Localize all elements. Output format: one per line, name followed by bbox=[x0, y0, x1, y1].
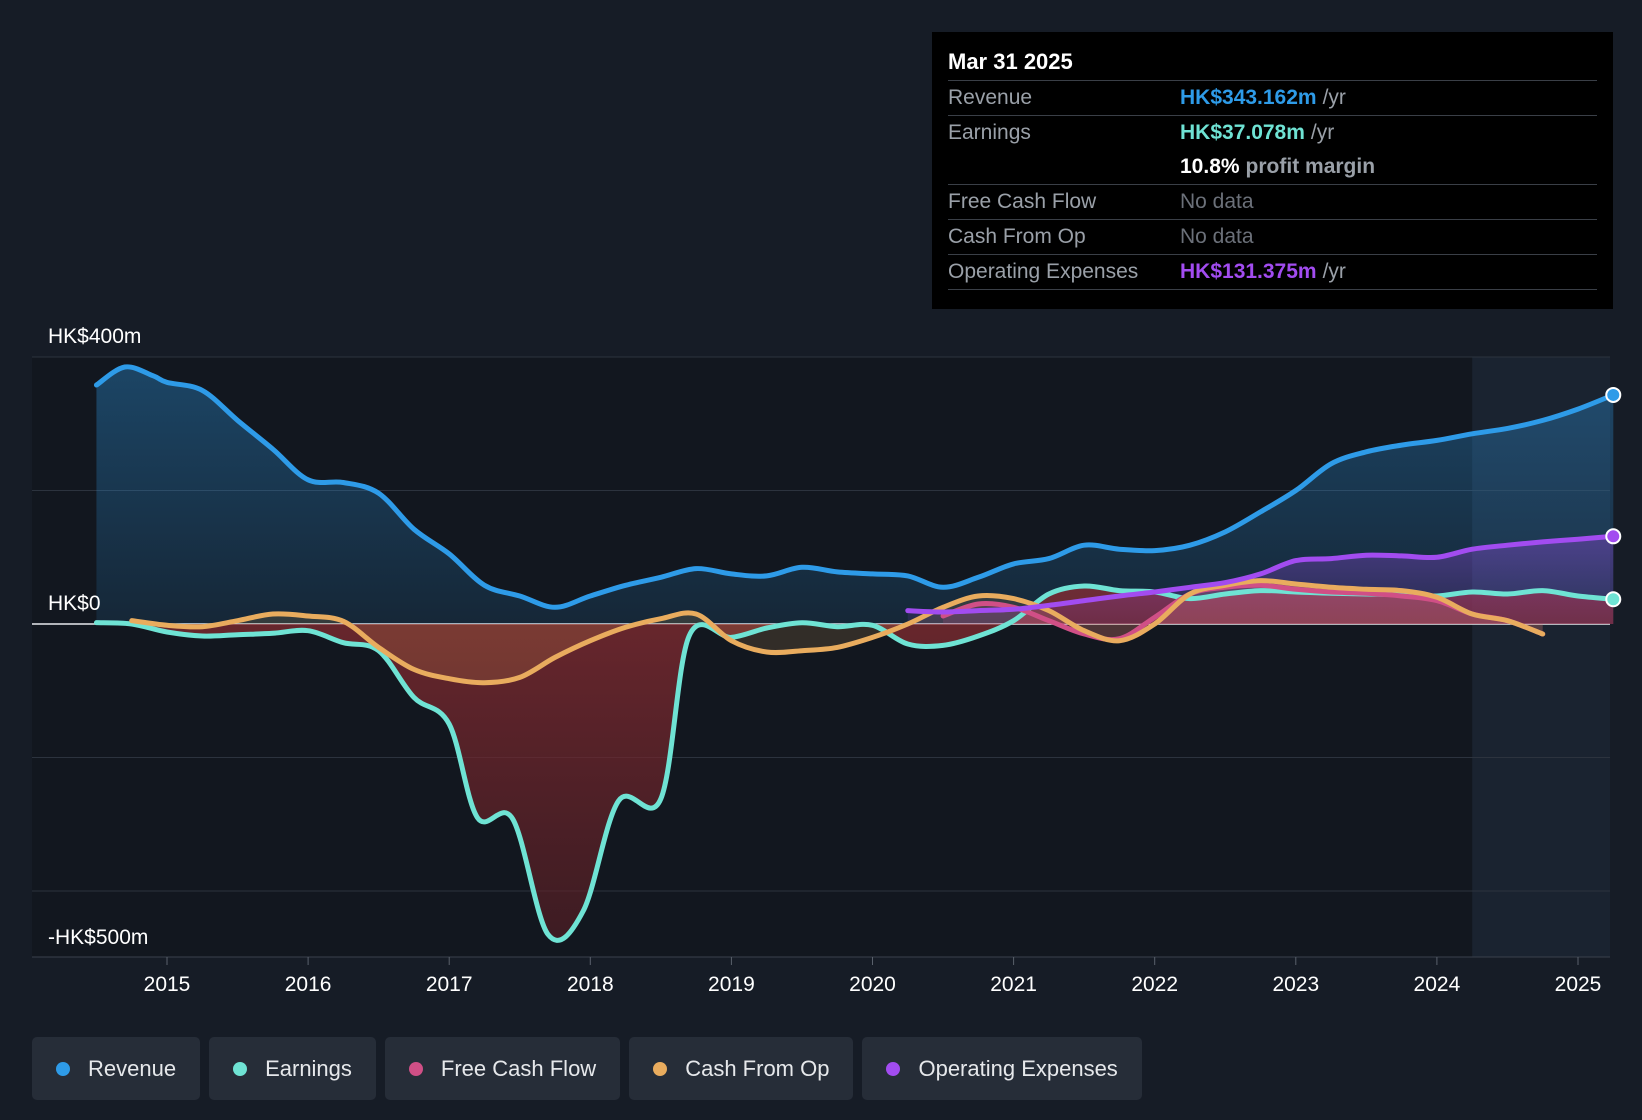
earnings-end-marker bbox=[1605, 591, 1622, 608]
earnings-dot-icon bbox=[233, 1061, 248, 1076]
y-axis-label: HK$0 bbox=[48, 592, 101, 615]
x-tick-label: 2025 bbox=[1555, 973, 1602, 996]
free-cash-flow-dot-icon bbox=[408, 1061, 423, 1076]
tooltip-value: HK$343.162m bbox=[1180, 86, 1317, 109]
profit-margin-value: 10.8% bbox=[1180, 155, 1240, 178]
x-tick-label: 2024 bbox=[1414, 973, 1461, 996]
tooltip-unit: /yr bbox=[1322, 260, 1346, 283]
legend-label: Earnings bbox=[265, 1055, 352, 1081]
legend-item-operating-expenses[interactable]: Operating Expenses bbox=[862, 1037, 1142, 1100]
x-tick-label: 2021 bbox=[990, 973, 1037, 996]
tooltip-label: Operating Expenses bbox=[948, 260, 1139, 283]
tooltip-value: HK$37.078m bbox=[1180, 121, 1305, 144]
legend-label: Free Cash Flow bbox=[440, 1055, 597, 1081]
legend-item-earnings[interactable]: Earnings bbox=[209, 1037, 376, 1100]
tooltip-value: No data bbox=[1180, 225, 1254, 248]
revenue-end-marker bbox=[1605, 386, 1622, 403]
revenue-area bbox=[96, 366, 1614, 624]
x-tick-label: 2020 bbox=[849, 973, 896, 996]
tooltip-label: Earnings bbox=[948, 121, 1031, 144]
earnings-area bbox=[96, 585, 1614, 941]
series-end-markers bbox=[1605, 386, 1622, 608]
tooltip-row-earnings: Earnings HK$37.078m /yr bbox=[948, 116, 1597, 150]
legend-item-revenue[interactable]: Revenue bbox=[32, 1037, 201, 1100]
axes: HK$400m HK$0 -HK$500m 2015 2016 2017 2018 2019 2… bbox=[48, 325, 1601, 996]
x-tick-label: 2017 bbox=[426, 973, 473, 996]
legend-item-cash-from-op[interactable]: Cash From Op bbox=[629, 1037, 854, 1100]
tooltip-value: HK$131.375m bbox=[1180, 260, 1317, 283]
legend-label: Operating Expenses bbox=[918, 1055, 1118, 1081]
cash-from-op-line bbox=[129, 578, 1546, 686]
operating-expenses-end-marker bbox=[1605, 528, 1622, 545]
tooltip-row-opex: Operating Expenses HK$131.375m /yr bbox=[948, 255, 1597, 290]
tooltip-unit: /yr bbox=[1322, 86, 1346, 109]
x-tick-label: 2019 bbox=[708, 973, 755, 996]
tooltip-row-cfo: Cash From Op No data bbox=[948, 220, 1597, 255]
tooltip-value: No data bbox=[1180, 190, 1254, 213]
tooltip-date: Mar 31 2025 bbox=[948, 44, 1597, 81]
x-tick-label: 2018 bbox=[567, 973, 614, 996]
cash-from-op-dot-icon bbox=[653, 1061, 668, 1076]
tooltip-label: Free Cash Flow bbox=[948, 190, 1097, 213]
legend-label: Cash From Op bbox=[685, 1055, 830, 1081]
series-lines bbox=[93, 364, 1616, 943]
operating-expenses-dot-icon bbox=[886, 1061, 901, 1076]
x-tick-label: 2016 bbox=[285, 973, 332, 996]
tooltip-unit: /yr bbox=[1310, 121, 1335, 144]
revenue-line bbox=[93, 364, 1616, 610]
x-tick-label: 2022 bbox=[1131, 973, 1178, 996]
legend-label: Revenue bbox=[88, 1055, 177, 1081]
revenue-dot-icon bbox=[56, 1061, 70, 1076]
tooltip-panel: Mar 31 2025 Revenue HK$343.162m /yr Earn… bbox=[932, 32, 1613, 309]
x-tick-label: 2023 bbox=[1272, 973, 1319, 996]
tooltip-row-fcf: Free Cash Flow No data bbox=[948, 185, 1597, 220]
free-cash-flow-line bbox=[940, 582, 1546, 643]
y-axis-label: HK$400m bbox=[48, 325, 141, 348]
tooltip-label: Revenue bbox=[948, 86, 1033, 109]
tooltip-row-revenue: Revenue HK$343.162m /yr bbox=[948, 81, 1597, 116]
y-axis-label: -HK$500m bbox=[48, 926, 148, 949]
x-tick-label: 2015 bbox=[144, 973, 191, 996]
tooltip-label: Cash From Op bbox=[948, 225, 1086, 248]
legend-item-free-cash-flow[interactable]: Free Cash Flow bbox=[384, 1037, 621, 1100]
profit-margin-text: profit margin bbox=[1245, 155, 1376, 178]
legend: Revenue Earnings Free Cash Flow Cash Fro… bbox=[32, 1037, 1142, 1100]
tooltip-row-margin: 10.8% profit margin bbox=[948, 150, 1597, 185]
operating-expenses-line bbox=[905, 533, 1616, 615]
